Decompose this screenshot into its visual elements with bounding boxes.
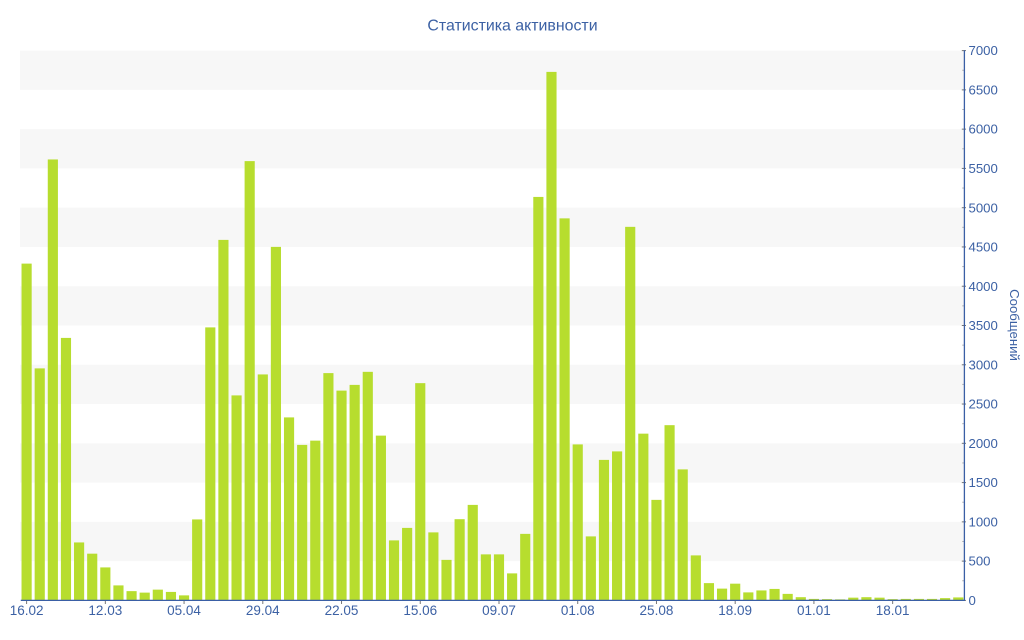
svg-text:3000: 3000 — [969, 357, 998, 372]
svg-text:0: 0 — [969, 593, 976, 608]
svg-text:4500: 4500 — [969, 240, 998, 255]
svg-text:01.01: 01.01 — [797, 603, 831, 618]
svg-text:5000: 5000 — [969, 200, 998, 215]
svg-text:01.08: 01.08 — [561, 603, 595, 618]
svg-text:Сообщений: Сообщений — [1007, 289, 1022, 361]
svg-text:18.09: 18.09 — [718, 603, 752, 618]
svg-text:29.04: 29.04 — [246, 603, 280, 618]
svg-text:09.07: 09.07 — [482, 603, 516, 618]
svg-text:4000: 4000 — [969, 279, 998, 294]
svg-text:500: 500 — [969, 554, 991, 569]
svg-text:18.01: 18.01 — [876, 603, 910, 618]
svg-text:12.03: 12.03 — [88, 603, 122, 618]
svg-text:7000: 7000 — [969, 43, 998, 58]
svg-text:05.04: 05.04 — [167, 603, 201, 618]
svg-text:25.08: 25.08 — [640, 603, 674, 618]
svg-text:2000: 2000 — [969, 436, 998, 451]
svg-text:1500: 1500 — [969, 475, 998, 490]
svg-text:6000: 6000 — [969, 122, 998, 137]
svg-text:15.06: 15.06 — [403, 603, 437, 618]
svg-text:3500: 3500 — [969, 318, 998, 333]
svg-text:16.02: 16.02 — [10, 603, 44, 618]
svg-text:6500: 6500 — [969, 82, 998, 97]
svg-text:1000: 1000 — [969, 514, 998, 529]
svg-text:22.05: 22.05 — [325, 603, 359, 618]
svg-text:5500: 5500 — [969, 161, 998, 176]
svg-text:Статистика активности: Статистика активности — [427, 18, 597, 35]
svg-text:2500: 2500 — [969, 397, 998, 412]
